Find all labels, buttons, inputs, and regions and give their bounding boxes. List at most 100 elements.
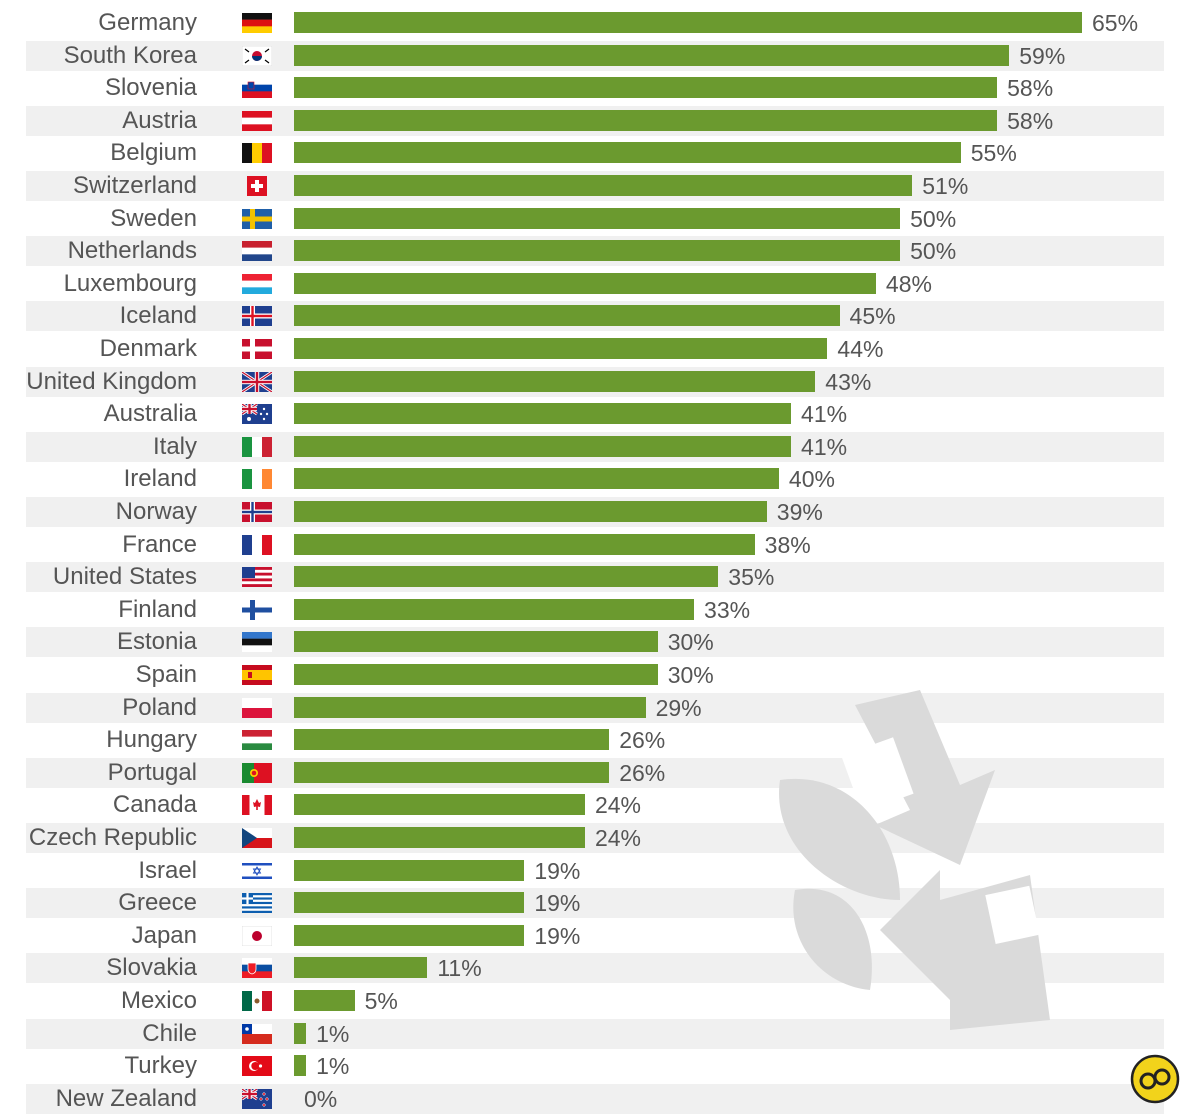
bar xyxy=(294,990,355,1011)
value-label: 35% xyxy=(728,564,775,591)
chart-row: Japan 19% xyxy=(26,921,1164,951)
country-label: Norway xyxy=(115,498,197,525)
bar xyxy=(294,729,610,751)
flag-lu-icon xyxy=(242,273,272,294)
country-label: Israel xyxy=(138,856,197,884)
country-label: Czech Republic xyxy=(28,824,197,851)
country-label: Netherlands xyxy=(67,237,197,265)
flag-jp-icon xyxy=(242,925,272,946)
flag-kr-icon xyxy=(242,45,272,66)
flag-gb-icon xyxy=(242,371,272,392)
flag-es-icon xyxy=(242,665,272,685)
country-label: Turkey xyxy=(124,1052,197,1080)
country-label: Belgium xyxy=(110,139,197,167)
bar xyxy=(294,501,767,522)
flag-si-icon xyxy=(242,78,272,99)
chart-row: Belgium 55% xyxy=(26,138,1164,168)
flag-mx-icon xyxy=(242,991,272,1011)
bar xyxy=(294,468,779,490)
flag-ca-icon xyxy=(242,795,272,816)
value-label: 30% xyxy=(667,662,714,688)
bar xyxy=(294,924,525,946)
bar xyxy=(294,272,876,294)
flag-it-icon xyxy=(242,436,272,457)
chart-row: Mexico 5% xyxy=(26,986,1164,1016)
chart-row: Switzerland 51% xyxy=(26,171,1164,201)
value-label: 55% xyxy=(970,140,1017,167)
country-label: France xyxy=(122,530,197,558)
flag-ee-icon xyxy=(242,632,272,653)
value-label: 19% xyxy=(534,857,581,884)
country-label: Canada xyxy=(112,791,197,819)
value-label: 48% xyxy=(885,270,932,297)
value-label: 59% xyxy=(1019,42,1066,69)
bar xyxy=(294,305,840,327)
country-label: Greece xyxy=(118,889,197,917)
chart-row: Iceland 45% xyxy=(26,301,1164,332)
country-label: Slovenia xyxy=(104,74,197,102)
flag-se-icon xyxy=(242,208,272,229)
value-label: 19% xyxy=(534,890,581,917)
flag-ch-icon xyxy=(247,176,267,196)
value-label: 11% xyxy=(437,955,482,982)
value-label: 19% xyxy=(534,922,581,949)
country-label: Estonia xyxy=(116,628,197,656)
ok-logo-icon xyxy=(1130,1054,1180,1104)
flag-at-icon xyxy=(242,110,272,131)
country-label: Sweden xyxy=(110,204,197,232)
country-label: Italy xyxy=(152,432,197,460)
bar xyxy=(294,142,961,164)
country-label: Iceland xyxy=(119,302,197,330)
bar xyxy=(294,207,901,229)
chart-row: Luxembourg 48% xyxy=(26,269,1164,299)
country-label: South Korea xyxy=(63,41,197,69)
chart-row: Germany 65% xyxy=(26,8,1164,38)
flag-au-icon xyxy=(242,404,272,425)
chart-row: United States 35% xyxy=(26,562,1164,593)
bar xyxy=(294,1022,307,1044)
bar xyxy=(294,631,658,653)
country-label: Spain xyxy=(135,661,197,688)
bar xyxy=(294,827,585,848)
chart-row: Austria 58% xyxy=(26,105,1164,136)
chart-row: Spain 30% xyxy=(26,660,1164,690)
value-label: 40% xyxy=(788,466,835,493)
flag-fr-icon xyxy=(242,534,272,555)
country-label: Australia xyxy=(103,400,197,428)
flag-cl-icon xyxy=(242,1023,272,1044)
value-label: 5% xyxy=(364,988,398,1014)
bar xyxy=(294,533,755,555)
flag-us-icon xyxy=(242,567,272,588)
country-label: Germany xyxy=(98,9,197,36)
bar xyxy=(294,370,816,392)
bar xyxy=(294,566,719,588)
chart-row: Israel 19% xyxy=(26,856,1164,886)
chart-row: Denmark 44% xyxy=(26,334,1164,364)
country-label: Mexico xyxy=(120,987,197,1014)
bar xyxy=(294,598,695,620)
flag-pl-icon xyxy=(242,697,272,718)
value-label: 1% xyxy=(316,1020,350,1047)
value-label: 39% xyxy=(776,499,823,525)
chart-row: Hungary 26% xyxy=(26,725,1164,755)
chart-row: France 38% xyxy=(26,530,1164,560)
country-label: New Zealand xyxy=(55,1084,197,1112)
chart-row: United Kingdom 43% xyxy=(26,366,1164,397)
chart-row: Norway 39% xyxy=(26,497,1164,527)
country-label: Austria xyxy=(122,106,197,134)
country-label: Ireland xyxy=(123,465,197,493)
value-label: 41% xyxy=(801,433,848,460)
flag-tr-icon xyxy=(242,1056,272,1077)
bar xyxy=(294,12,1082,33)
bar xyxy=(294,957,428,979)
bar xyxy=(294,403,792,425)
chart-row: Poland 29% xyxy=(26,692,1164,723)
chart-row: Sweden 50% xyxy=(26,204,1164,234)
bar xyxy=(294,435,792,457)
value-label: 1% xyxy=(316,1053,350,1080)
bar xyxy=(294,664,658,685)
chart-row: South Korea 59% xyxy=(26,40,1164,71)
flag-pt-icon xyxy=(242,762,272,783)
value-label: 44% xyxy=(837,336,884,362)
flag-is-icon xyxy=(242,306,272,327)
